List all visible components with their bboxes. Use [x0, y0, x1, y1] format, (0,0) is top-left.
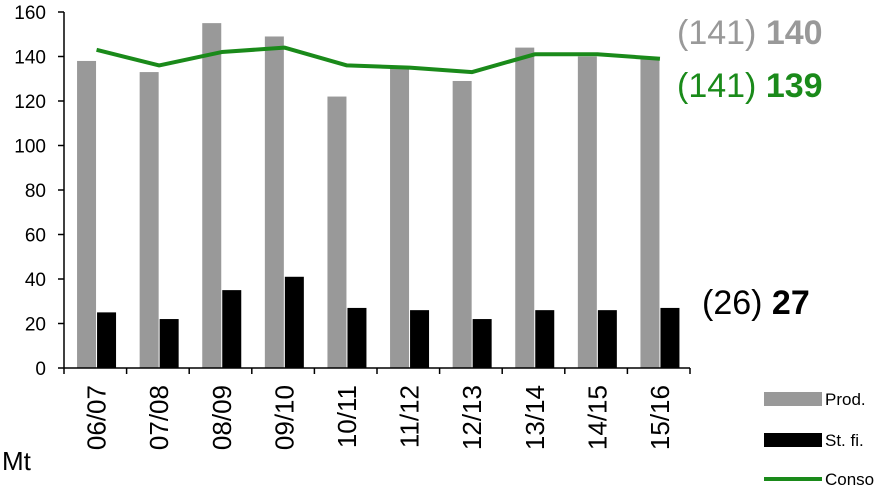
prod-bar	[264, 36, 284, 368]
annotation-previous-value: (26)	[702, 284, 772, 322]
x-tick-label: 06/07	[82, 385, 112, 450]
annotation-label: (141) 139	[677, 67, 823, 105]
legend: Prod. St. fi. Conso	[764, 390, 874, 489]
x-tick-label: 10/11	[332, 385, 362, 448]
legend-label: Prod.	[825, 390, 866, 409]
legend-label: Conso	[825, 470, 874, 489]
y-tick-label: 80	[25, 181, 46, 202]
annotation-value: 139	[766, 67, 823, 105]
x-tick-label: 12/13	[457, 385, 487, 450]
prod-bar	[202, 23, 222, 368]
annotation-label: (141) 140	[677, 14, 823, 52]
y-tick-label: 140	[14, 48, 46, 69]
legend-label: St. fi.	[825, 431, 864, 450]
annotation-value: 27	[772, 284, 810, 322]
x-tick-label: 13/14	[520, 385, 550, 450]
prod-bar	[640, 58, 660, 368]
legend-swatch	[764, 392, 822, 406]
stock-bar	[472, 319, 492, 368]
x-tick-label: 14/15	[582, 385, 612, 450]
x-tick-label: 11/12	[395, 385, 425, 448]
stock-bar	[159, 319, 179, 368]
annotation-previous-value: (141)	[677, 67, 766, 105]
prod-bar	[515, 47, 535, 368]
prod-bar	[327, 96, 347, 369]
stock-bar	[347, 307, 367, 368]
x-tick-label: 08/09	[207, 385, 237, 450]
stock-bar	[97, 312, 117, 368]
x-tick-label: 09/10	[269, 385, 299, 450]
annotation-previous-value: (141)	[677, 14, 766, 52]
prod-bar	[577, 56, 597, 368]
annotation-label: (26) 27	[702, 284, 810, 322]
y-tick-label: 120	[14, 92, 46, 113]
stock-bar	[222, 290, 242, 368]
stock-bar	[284, 276, 304, 368]
stock-bar	[660, 307, 680, 368]
consumption-line	[96, 45, 661, 75]
unit-label: Mt	[2, 446, 32, 476]
legend-swatch	[764, 433, 822, 447]
prod-bar	[390, 67, 410, 368]
annotations: (141) 140(141) 139(26) 27	[677, 14, 823, 322]
x-axis: 06/07 07/08 08/09 09/10 10/11 11/12 12/13 13/14…	[63, 367, 691, 450]
prod-bar	[77, 60, 97, 368]
x-tick-label: 07/08	[144, 385, 174, 450]
stock-bar	[535, 310, 555, 368]
y-tick-label: 100	[14, 137, 46, 158]
conso-line	[96, 45, 661, 75]
annotation-value: 140	[766, 14, 823, 52]
y-tick-label: 0	[35, 359, 46, 380]
stock-bar	[410, 310, 430, 368]
prod-bar	[452, 80, 472, 368]
y-tick-label: 20	[25, 315, 46, 336]
y-tick-label: 160	[14, 3, 46, 24]
stock-bar	[597, 310, 617, 368]
bars	[77, 23, 680, 369]
y-axis: 0 20 40 60 80 100 120 140 160	[14, 3, 65, 380]
x-tick-label: 15/16	[645, 385, 675, 450]
y-tick-label: 60	[25, 226, 46, 247]
y-tick-label: 40	[25, 270, 46, 291]
prod-bar	[139, 72, 159, 368]
